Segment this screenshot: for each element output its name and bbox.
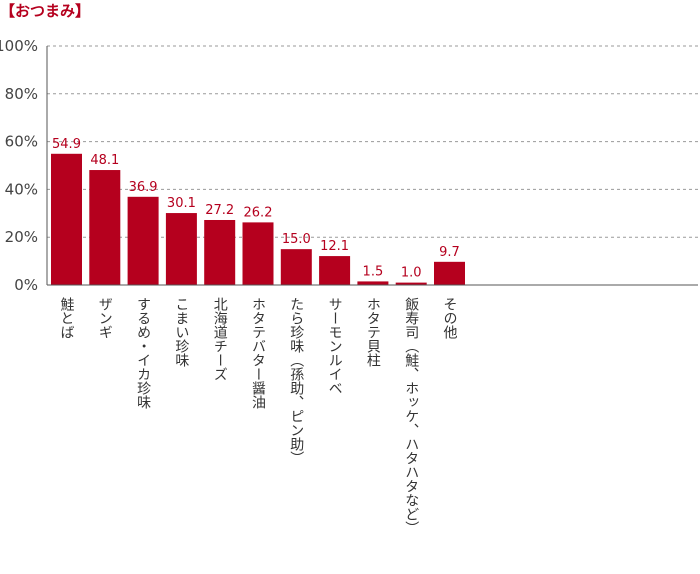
bars [51,153,465,285]
bar [165,213,197,285]
bar [242,222,274,285]
value-label: 26.2 [244,205,273,220]
value-label: 1.0 [401,266,422,281]
value-label: 54.9 [52,137,81,152]
category-label: たら珍味（孫助、ピン助） [288,297,304,465]
value-label: 1.5 [363,264,384,279]
bar [51,153,82,285]
category-labels: 鮭とば ザンギ するめ・イカ珍味 こまい珍味 北海道チーズ ホタテバター醤油 たら珍味（孫助… [59,296,458,535]
category-label: ザンギ [97,297,113,339]
category-label: 飯寿司（鮭、ホッケ、ハタハタなど） [403,296,419,535]
grid [47,45,698,238]
value-label: 27.2 [205,203,234,218]
value-label: 9.7 [439,245,460,260]
bar [89,170,121,285]
category-label: ホタテバター醤油 [250,297,266,409]
chart-title: 【おつまみ】 [0,2,90,20]
value-label: 48.1 [90,153,119,168]
value-label: 15.0 [282,232,311,247]
y-tick-label: 100% [0,37,38,55]
y-tick-label: 40% [5,180,38,198]
y-tick-label: 80% [5,85,38,103]
y-tick-label: 60% [5,133,38,151]
category-label: 鮭とば [59,297,75,339]
bar [434,261,465,285]
bar [357,281,389,285]
bar [395,282,427,285]
value-label: 36.9 [129,180,158,195]
category-label: ホタテ貝柱 [365,297,381,367]
bar [204,219,236,285]
bar [319,256,351,285]
category-label: 北海道チーズ [212,297,228,381]
category-label: その他 [442,297,458,340]
value-label: 30.1 [167,196,196,211]
bar [280,249,312,285]
category-label: サーモンルイベ [327,297,343,395]
category-label: こまい珍味 [173,297,189,367]
y-tick-label: 20% [5,228,38,246]
value-label: 12.1 [320,239,349,254]
value-labels: 54.9 48.1 36.9 30.1 27.2 26.2 15.0 12.1 1.5 1.0 9.… [52,137,460,281]
category-label: するめ・イカ珍味 [135,297,151,409]
y-tick-label: 0% [14,276,38,294]
y-axis-ticks: 0% 20% 40% 60% 80% 100% [0,37,38,294]
bar [127,196,159,285]
